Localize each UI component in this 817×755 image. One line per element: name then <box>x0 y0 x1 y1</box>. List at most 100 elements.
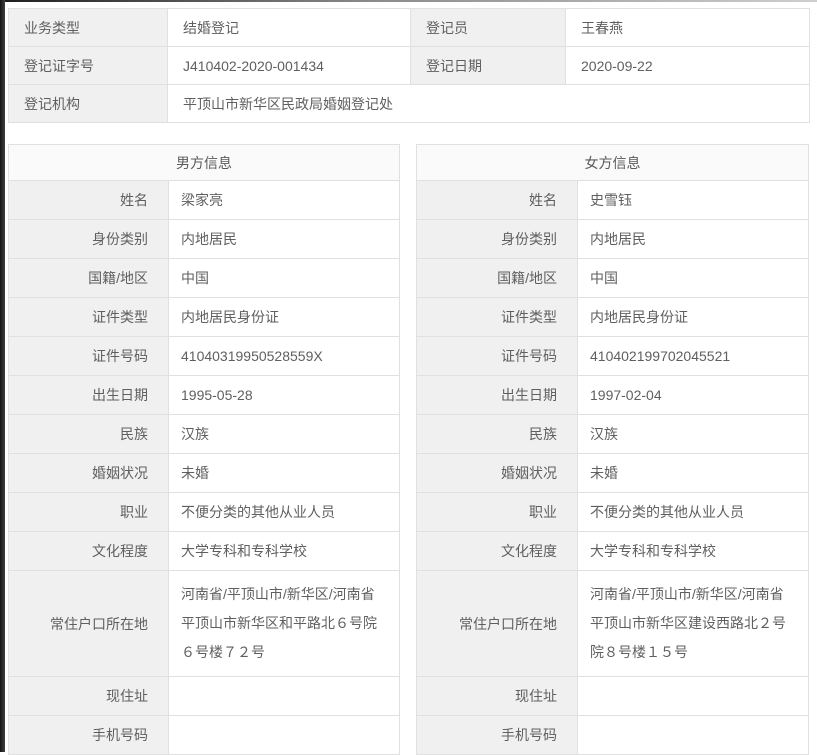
row-current-address: 现住址 <box>8 676 400 716</box>
field-label: 证件类型 <box>416 297 578 337</box>
field-value <box>168 676 400 716</box>
field-label: 出生日期 <box>8 375 169 415</box>
row-education: 文化程度 大学专科和专科学校 <box>416 531 809 571</box>
table-row: 业务类型 结婚登记 登记员 王春燕 <box>8 8 810 47</box>
parties-section: 男方信息 姓名 梁家亮 身份类别 内地居民 国籍/地区 中国 证件类型 内地居民… <box>8 144 809 755</box>
row-mobile: 手机号码 <box>8 715 400 755</box>
male-info-table: 男方信息 姓名 梁家亮 身份类别 内地居民 国籍/地区 中国 证件类型 内地居民… <box>8 144 400 755</box>
row-current-address: 现住址 <box>416 676 809 716</box>
field-value: 河南省/平顶山市/新华区/河南省平顶山市新华区和平路北６号院６号楼７２号 <box>168 570 400 677</box>
table-row: 登记证字号 J410402-2020-001434 登记日期 2020-09-2… <box>8 46 810 85</box>
row-birth-date: 出生日期 1995-05-28 <box>8 375 400 415</box>
field-label: 国籍/地区 <box>8 258 169 298</box>
field-label: 身份类别 <box>8 219 169 259</box>
field-value: 中国 <box>168 258 400 298</box>
field-value: 41040319950528559X <box>168 336 400 376</box>
row-marital-status: 婚姻状况 未婚 <box>416 453 809 493</box>
screenshot-left-edge <box>0 0 5 752</box>
field-value: 不便分类的其他从业人员 <box>168 492 400 532</box>
registration-office-value: 平顶山市新华区民政局婚姻登记处 <box>167 84 810 123</box>
row-household-address: 常住户口所在地 河南省/平顶山市/新华区/河南省平顶山市新华区建设西路北２号院８… <box>416 570 809 677</box>
table-row: 男方信息 <box>8 144 400 181</box>
business-type-label: 业务类型 <box>8 8 168 47</box>
field-value <box>168 715 400 755</box>
field-value: 内地居民身份证 <box>577 297 809 337</box>
business-type-value: 结婚登记 <box>167 8 411 47</box>
registration-record: 业务类型 结婚登记 登记员 王春燕 登记证字号 J410402-2020-001… <box>8 8 810 755</box>
field-label: 文化程度 <box>8 531 169 571</box>
registration-summary-table: 业务类型 结婚登记 登记员 王春燕 登记证字号 J410402-2020-001… <box>8 8 810 123</box>
female-info-title: 女方信息 <box>416 144 809 181</box>
field-label: 民族 <box>8 414 169 454</box>
registrar-label: 登记员 <box>410 8 566 47</box>
field-label: 常住户口所在地 <box>416 570 578 677</box>
field-label: 证件号码 <box>416 336 578 376</box>
field-value: 汉族 <box>577 414 809 454</box>
field-label: 国籍/地区 <box>416 258 578 298</box>
certificate-number-value: J410402-2020-001434 <box>167 46 411 85</box>
row-education: 文化程度 大学专科和专科学校 <box>8 531 400 571</box>
field-label: 证件号码 <box>8 336 169 376</box>
female-info-table: 女方信息 姓名 史雪钰 身份类别 内地居民 国籍/地区 中国 证件类型 内地居民… <box>416 144 809 755</box>
field-value: 1997-02-04 <box>577 375 809 415</box>
row-id-doc-type: 证件类型 内地居民身份证 <box>416 297 809 337</box>
field-label: 身份类别 <box>416 219 578 259</box>
field-value: 梁家亮 <box>168 180 400 220</box>
field-label: 现住址 <box>8 676 169 716</box>
row-mobile: 手机号码 <box>416 715 809 755</box>
row-id-number: 证件号码 410402199702045521 <box>416 336 809 376</box>
field-value: 内地居民 <box>577 219 809 259</box>
registration-date-label: 登记日期 <box>410 46 566 85</box>
table-row: 女方信息 <box>416 144 809 181</box>
field-value: 未婚 <box>168 453 400 493</box>
row-nationality: 国籍/地区 中国 <box>416 258 809 298</box>
row-ethnicity: 民族 汉族 <box>416 414 809 454</box>
row-identity-type: 身份类别 内地居民 <box>416 219 809 259</box>
registration-office-label: 登记机构 <box>8 84 168 123</box>
field-label: 姓名 <box>416 180 578 220</box>
field-label: 婚姻状况 <box>416 453 578 493</box>
field-label: 文化程度 <box>416 531 578 571</box>
field-value: 不便分类的其他从业人员 <box>577 492 809 532</box>
field-value: 1995-05-28 <box>168 375 400 415</box>
field-value: 汉族 <box>168 414 400 454</box>
field-value: 内地居民身份证 <box>168 297 400 337</box>
field-value: 史雪钰 <box>577 180 809 220</box>
field-label: 姓名 <box>8 180 169 220</box>
screenshot-top-edge <box>0 0 817 2</box>
row-id-doc-type: 证件类型 内地居民身份证 <box>8 297 400 337</box>
row-ethnicity: 民族 汉族 <box>8 414 400 454</box>
registration-date-value: 2020-09-22 <box>565 46 810 85</box>
field-value <box>577 715 809 755</box>
field-value: 未婚 <box>577 453 809 493</box>
field-label: 民族 <box>416 414 578 454</box>
field-label: 手机号码 <box>416 715 578 755</box>
field-value <box>577 676 809 716</box>
field-label: 职业 <box>8 492 169 532</box>
field-label: 职业 <box>416 492 578 532</box>
row-occupation: 职业 不便分类的其他从业人员 <box>8 492 400 532</box>
field-value: 河南省/平顶山市/新华区/河南省平顶山市新华区建设西路北２号院８号楼１５号 <box>577 570 809 677</box>
row-nationality: 国籍/地区 中国 <box>8 258 400 298</box>
field-value: 中国 <box>577 258 809 298</box>
field-label: 婚姻状况 <box>8 453 169 493</box>
field-label: 现住址 <box>416 676 578 716</box>
field-label: 证件类型 <box>8 297 169 337</box>
row-marital-status: 婚姻状况 未婚 <box>8 453 400 493</box>
field-label: 手机号码 <box>8 715 169 755</box>
table-row: 登记机构 平顶山市新华区民政局婚姻登记处 <box>8 84 810 123</box>
row-name: 姓名 史雪钰 <box>416 180 809 220</box>
row-birth-date: 出生日期 1997-02-04 <box>416 375 809 415</box>
field-value: 内地居民 <box>168 219 400 259</box>
row-household-address: 常住户口所在地 河南省/平顶山市/新华区/河南省平顶山市新华区和平路北６号院６号… <box>8 570 400 677</box>
row-occupation: 职业 不便分类的其他从业人员 <box>416 492 809 532</box>
field-value: 大学专科和专科学校 <box>168 531 400 571</box>
row-id-number: 证件号码 41040319950528559X <box>8 336 400 376</box>
field-label: 常住户口所在地 <box>8 570 169 677</box>
row-name: 姓名 梁家亮 <box>8 180 400 220</box>
field-label: 出生日期 <box>416 375 578 415</box>
male-info-title: 男方信息 <box>8 144 400 181</box>
row-identity-type: 身份类别 内地居民 <box>8 219 400 259</box>
certificate-number-label: 登记证字号 <box>8 46 168 85</box>
registrar-value: 王春燕 <box>565 8 810 47</box>
